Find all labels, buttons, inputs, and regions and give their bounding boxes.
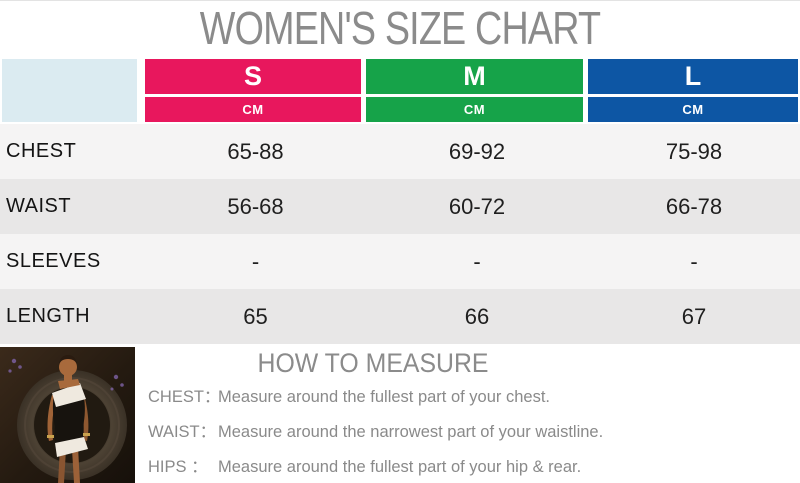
table-row-sleeves: SLEEVES - - - [0, 234, 800, 289]
waist-value-m: 60-72 [448, 193, 506, 219]
table-row-waist: WAIST 56-68 60-72 66-78 [0, 179, 800, 234]
instruction-chest: CHEST：Measure around the fullest part of… [148, 383, 798, 406]
unit-cell-l: CM [588, 97, 798, 122]
row-label-waist: WAIST [6, 195, 72, 217]
model-photo-illustration [0, 347, 135, 483]
table-row-chest: CHEST 65-88 69-92 75-98 [0, 124, 800, 179]
table-row-length: LENGTH 65 66 67 [0, 289, 800, 344]
how-to-measure-heading: HOW TO MEASURE [257, 348, 489, 378]
instruction-waist-label: WAIST： [148, 423, 217, 441]
instruction-waist: WAIST： Measure around the narrowest part … [148, 418, 798, 441]
chest-value-l: 75-98 [665, 138, 723, 164]
length-value-s: 65 [243, 303, 268, 329]
sleeves-value-m: - [473, 248, 481, 274]
chest-value-m: 69-92 [448, 138, 506, 164]
instruction-chest-label: CHEST： [148, 388, 221, 406]
waist-value-s: 56-68 [227, 193, 284, 219]
waist-value-l: 66-78 [665, 193, 723, 219]
row-label-sleeves: SLEEVES [6, 250, 101, 272]
row-label-chest: CHEST [6, 140, 77, 162]
page-title: WOMEN'S SIZE CHART [199, 2, 601, 54]
row-label-length: LENGTH [6, 305, 91, 327]
size-header-m: M [366, 59, 583, 94]
length-value-l: 67 [681, 303, 707, 329]
size-chart-corner-cell [2, 59, 137, 122]
length-value-m: 66 [464, 303, 490, 329]
unit-cell-m: CM [366, 97, 583, 122]
chest-value-s: 65-88 [227, 138, 284, 164]
instruction-hips: HIPS ： Measure around the fullest part of… [148, 453, 798, 476]
sleeves-value-l: - [690, 248, 698, 274]
instruction-hips-text: Measure around the fullest part of your … [218, 458, 582, 476]
size-header-s: S [145, 59, 361, 94]
size-header-l: L [588, 59, 798, 94]
unit-cell-s: CM [145, 97, 361, 122]
model-photo [0, 347, 135, 483]
instruction-waist-text: Measure around the narrowest part of you… [218, 423, 604, 441]
instruction-chest-text: Measure around the fullest part of your … [218, 388, 551, 406]
sleeves-value-s: - [251, 248, 260, 274]
instruction-hips-label: HIPS ： [148, 458, 208, 476]
